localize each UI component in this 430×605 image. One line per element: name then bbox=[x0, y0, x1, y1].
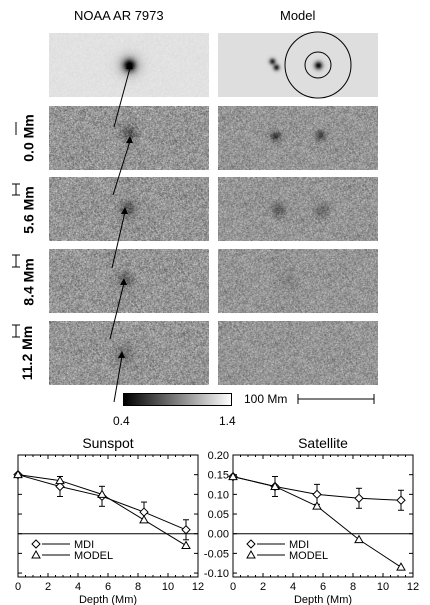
data-point-mdi bbox=[312, 489, 322, 500]
right-column-title: Model bbox=[280, 8, 316, 23]
legend-label-mdi: MDI bbox=[289, 539, 309, 551]
right-panel-depth-2 bbox=[218, 177, 378, 241]
legend-marker-model bbox=[31, 549, 41, 559]
left-panel-depth-2 bbox=[49, 177, 209, 241]
data-point-mdi bbox=[354, 493, 364, 503]
x-tick-label: 8 bbox=[135, 581, 141, 593]
right-panel-depth-3 bbox=[218, 249, 378, 313]
satellite-chart: Satellite 0 2 4 6 8 10 12 -0.10 -0.05 0.00 0.05 0.10… bbox=[204, 435, 419, 605]
x-tick-label: 6 bbox=[320, 581, 326, 593]
x-tick-label: 6 bbox=[105, 581, 111, 593]
data-point-mdi bbox=[55, 481, 65, 492]
arrow-line-1 bbox=[113, 67, 131, 128]
legend-marker-model bbox=[246, 549, 256, 559]
arrow-line-2 bbox=[112, 140, 131, 196]
right-panel-depth-4 bbox=[218, 321, 378, 385]
image-overlay bbox=[12, 31, 375, 404]
legend-label-model: MODEL bbox=[74, 550, 113, 562]
x-tick-label: 4 bbox=[75, 581, 81, 593]
y-tick-label: -0.10 bbox=[204, 568, 229, 580]
left-panel-depth-4 bbox=[49, 321, 209, 385]
model-inner-circle bbox=[304, 51, 332, 79]
x-tick-label: 0 bbox=[15, 581, 21, 593]
arrow-line-5 bbox=[113, 355, 123, 403]
data-point-mdi bbox=[139, 507, 149, 517]
data-point-model bbox=[181, 540, 191, 550]
x-tick-label: 10 bbox=[377, 581, 389, 593]
data-point-model bbox=[139, 514, 149, 524]
data-point-model bbox=[396, 562, 406, 571]
x-tick-label: 4 bbox=[290, 581, 296, 593]
y-tick-label: 0.10 bbox=[208, 489, 229, 501]
chart-title: Sunspot bbox=[82, 435, 133, 451]
x-tick-label: 2 bbox=[260, 581, 266, 593]
legend-label-model: MODEL bbox=[289, 550, 328, 562]
arrowhead-3 bbox=[121, 207, 128, 214]
series-line-model bbox=[17, 474, 187, 546]
colorbar bbox=[123, 393, 232, 406]
x-tick-label: 8 bbox=[350, 581, 356, 593]
arrow-line-4 bbox=[109, 282, 125, 340]
legend-marker-mdi bbox=[246, 539, 256, 549]
data-point-model bbox=[97, 489, 107, 498]
right-panel-depth-1 bbox=[218, 106, 378, 170]
data-point-model bbox=[270, 481, 280, 490]
legend-label-mdi: MDI bbox=[74, 539, 94, 551]
x-tick-label: 0 bbox=[230, 581, 236, 593]
arrowhead-4 bbox=[120, 278, 127, 285]
y-tick-label: 0.05 bbox=[208, 509, 229, 521]
legend-marker-mdi bbox=[31, 539, 41, 549]
y-tick-label: 0.15 bbox=[208, 470, 229, 482]
left-panel-depth-3 bbox=[49, 249, 209, 313]
arrowhead-5 bbox=[118, 351, 125, 358]
data-point-model bbox=[13, 469, 23, 479]
left-column-title: NOAA AR 7973 bbox=[74, 8, 164, 23]
y-tick-label: 0.20 bbox=[208, 450, 229, 462]
chart-title: Satellite bbox=[298, 435, 348, 451]
data-point-model bbox=[312, 501, 322, 510]
x-axis-label: Depth (Mm) bbox=[294, 594, 352, 605]
y-tick-label: -0.05 bbox=[204, 548, 229, 560]
arrowhead-2 bbox=[126, 136, 133, 143]
arrow-line-3 bbox=[111, 211, 126, 269]
data-point-model bbox=[354, 534, 364, 544]
data-point-model bbox=[55, 475, 65, 485]
data-point-mdi bbox=[181, 525, 191, 535]
model-outer-circle bbox=[284, 31, 352, 99]
colorbar-max-label: 1.4 bbox=[219, 414, 236, 428]
x-tick-label: 2 bbox=[45, 581, 51, 593]
data-point-model bbox=[228, 471, 238, 481]
scale-bar-label: 100 Mm bbox=[244, 392, 288, 406]
colorbar-min-label: 0.4 bbox=[113, 414, 130, 428]
x-tick-label: 10 bbox=[162, 581, 174, 593]
data-point-mdi bbox=[396, 495, 406, 505]
y-tick-label: 0.00 bbox=[208, 529, 229, 541]
arrowhead-1 bbox=[126, 62, 133, 69]
x-axis-label: Depth (Mm) bbox=[79, 594, 137, 605]
x-tick-label: 12 bbox=[192, 581, 204, 593]
x-tick-label: 12 bbox=[407, 581, 419, 593]
